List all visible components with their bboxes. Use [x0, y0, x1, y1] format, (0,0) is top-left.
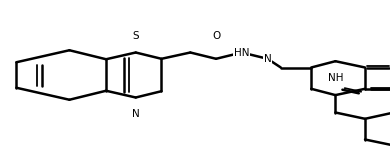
Text: NH: NH	[328, 73, 343, 83]
Text: HN: HN	[234, 48, 250, 57]
Text: S: S	[133, 31, 139, 41]
Text: N: N	[264, 54, 271, 64]
Text: O: O	[212, 31, 220, 41]
Text: N: N	[132, 109, 140, 119]
